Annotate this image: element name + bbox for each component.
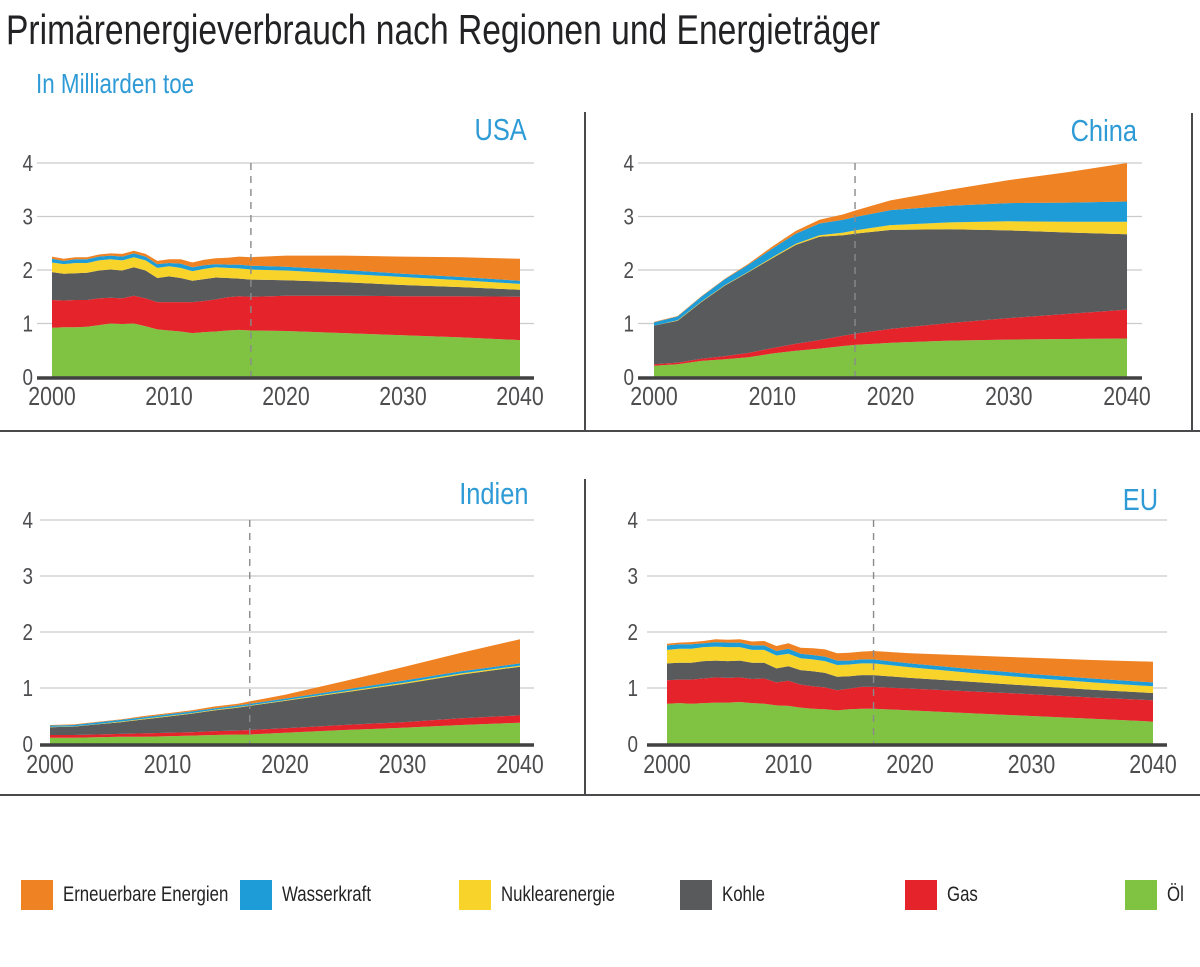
usa-area-oel xyxy=(52,323,520,377)
eu-area-erneuerbare xyxy=(667,639,1153,683)
legend-label: Wasserkraft xyxy=(282,883,371,906)
china-xtick-2010: 2010 xyxy=(749,382,796,412)
usa-ytick-1: 1 xyxy=(23,312,33,337)
eu-ytick-3: 3 xyxy=(628,564,638,589)
legend-label: Kohle xyxy=(722,883,765,906)
page-subtitle-text: In Milliarden toe xyxy=(36,68,195,99)
eu-xtick-2020: 2020 xyxy=(886,750,933,780)
indien-ytick-2: 2 xyxy=(23,620,33,645)
panel-divider-horizontal-bottom xyxy=(0,794,1200,796)
eu-xtick-2030: 2030 xyxy=(1008,750,1055,780)
panel-border-right xyxy=(1191,113,1193,431)
legend-item-erneuerbare-energien: Erneuerbare Energien xyxy=(21,880,270,910)
page-title: Primärenergieverbrauch nach Regionen und… xyxy=(6,6,1099,54)
china-xtick-2020: 2020 xyxy=(867,382,914,412)
usa-area-kohle xyxy=(52,267,520,303)
eu-xtick-2040: 2040 xyxy=(1129,750,1176,780)
indien-ytick-3: 3 xyxy=(23,564,33,589)
eu-xtick-2010: 2010 xyxy=(765,750,812,780)
usa-area-nuklear xyxy=(52,257,520,290)
indien-ytick-1: 1 xyxy=(23,676,33,701)
indien-area-kohle xyxy=(50,666,520,735)
usa-xtick-2010: 2010 xyxy=(145,382,192,412)
usa-xtick-2020: 2020 xyxy=(262,382,309,412)
legend-swatch-wasserkraft xyxy=(240,880,272,910)
chart-title-indien: Indien xyxy=(458,476,528,511)
chart-title-usa: USA xyxy=(474,112,527,147)
indien-xtick-2030: 2030 xyxy=(379,750,426,780)
usa-xtick-2030: 2030 xyxy=(379,382,426,412)
indien-area-oel xyxy=(50,722,520,744)
chart-title-china: China xyxy=(1070,113,1137,148)
indien-area-gas xyxy=(50,715,520,738)
indien-xtick-2010: 2010 xyxy=(144,750,191,780)
china-area-gas xyxy=(654,309,1127,366)
usa-ytick-4: 4 xyxy=(23,151,34,176)
eu-ytick-0: 0 xyxy=(628,732,638,757)
eu-area-kohle xyxy=(667,660,1153,701)
legend-swatch-erneuerbare-energien xyxy=(21,880,53,910)
legend-swatch-oel xyxy=(1125,880,1157,910)
legend-swatch-gas xyxy=(905,880,937,910)
usa-ytick-3: 3 xyxy=(23,205,33,230)
panel-divider-horizontal-middle xyxy=(0,430,1200,432)
china-area-oel xyxy=(654,338,1127,377)
china-ytick-1: 1 xyxy=(624,312,634,337)
legend-label: Nuklearenergie xyxy=(501,883,615,906)
usa-xtick-2000: 2000 xyxy=(28,382,75,412)
page-subtitle: In Milliarden toe xyxy=(36,68,234,100)
indien-ytick-4: 4 xyxy=(23,508,34,533)
china-ytick-2: 2 xyxy=(624,258,634,283)
eu-area-nuklear xyxy=(667,646,1153,693)
indien-xtick-2000: 2000 xyxy=(26,750,73,780)
usa-area-gas xyxy=(52,295,520,341)
panel-divider-vertical-top xyxy=(584,112,586,431)
indien-area-wasserkraft xyxy=(50,663,520,727)
legend-swatch-kohle xyxy=(680,880,712,910)
panel-divider-vertical-bottom xyxy=(584,479,586,795)
usa-ytick-0: 0 xyxy=(23,365,33,390)
page-title-text: Primärenergieverbrauch nach Regionen und… xyxy=(6,6,881,53)
usa-area-wasserkraft xyxy=(52,253,520,284)
eu-area-oel xyxy=(667,702,1153,744)
chart-title-eu: EU xyxy=(1122,482,1158,517)
legend-label: Erneuerbare Energien xyxy=(63,883,229,906)
legend-swatch-nuklearenergie xyxy=(459,880,491,910)
legend-item-kohle: Kohle xyxy=(680,880,776,910)
legend-item-gas: Gas xyxy=(905,880,986,910)
eu-chart: 0 1 2 3 4 2000 2010 2020 2030 2040 xyxy=(628,508,1177,779)
legend-item-oel: Öl xyxy=(1125,880,1188,910)
china-ytick-3: 3 xyxy=(624,205,634,230)
china-area-kohle xyxy=(654,229,1127,365)
legend-label: Öl xyxy=(1167,883,1184,906)
usa-area-erneuerbare xyxy=(52,250,520,281)
china-area-wasserkraft xyxy=(654,201,1127,326)
eu-ytick-4: 4 xyxy=(628,508,639,533)
legend-item-wasserkraft: Wasserkraft xyxy=(240,880,393,910)
usa-chart: 0 1 2 3 4 2000 2010 2020 2030 2040 xyxy=(23,151,544,411)
china-xtick-2000: 2000 xyxy=(630,382,677,412)
eu-area-gas xyxy=(667,677,1153,722)
eu-area-wasserkraft xyxy=(667,642,1153,687)
indien-xtick-2020: 2020 xyxy=(261,750,308,780)
indien-xtick-2040: 2040 xyxy=(496,750,543,780)
legend-label: Gas xyxy=(947,883,978,906)
china-ytick-4: 4 xyxy=(624,151,635,176)
indien-chart: 0 1 2 3 4 2000 2010 2020 2030 2040 xyxy=(23,508,544,779)
eu-xtick-2000: 2000 xyxy=(643,750,690,780)
eu-ytick-1: 1 xyxy=(628,676,638,701)
usa-xtick-2040: 2040 xyxy=(496,382,543,412)
china-xtick-2030: 2030 xyxy=(985,382,1032,412)
legend-item-nuklearenergie: Nuklearenergie xyxy=(459,880,643,910)
china-ytick-0: 0 xyxy=(624,365,634,390)
indien-ytick-0: 0 xyxy=(23,732,33,757)
usa-ytick-2: 2 xyxy=(23,258,33,283)
china-chart: 0 1 2 3 4 2000 2010 2020 2030 2040 xyxy=(624,151,1151,411)
china-xtick-2040: 2040 xyxy=(1103,382,1150,412)
china-area-erneuerbare xyxy=(654,163,1127,323)
eu-ytick-2: 2 xyxy=(628,620,638,645)
china-area-nuklear xyxy=(654,221,1127,326)
